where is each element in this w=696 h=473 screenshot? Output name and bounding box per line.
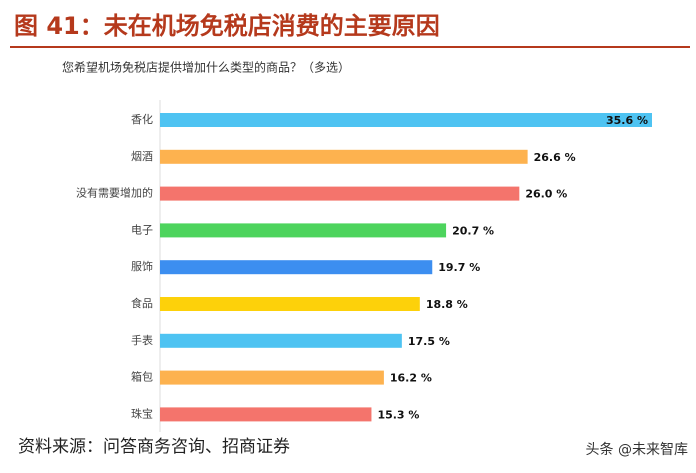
watermark: 头条 @未来智库 (586, 441, 688, 458)
value-label: 35.6 % (606, 114, 648, 127)
category-label: 珠宝 (131, 406, 153, 420)
chart-title: 图 41：未在机场免税店消费的主要原因 (14, 12, 440, 40)
value-label: 26.0 % (525, 188, 567, 201)
value-label: 20.7 % (452, 224, 494, 237)
bar (160, 333, 402, 348)
bar (160, 113, 652, 127)
value-label: 19.7 % (438, 261, 480, 274)
value-label: 16.2 % (390, 372, 432, 385)
bar (160, 186, 520, 201)
bar (160, 149, 528, 164)
value-label: 26.6 % (534, 151, 576, 164)
bar (160, 260, 433, 275)
category-label: 食品 (131, 296, 153, 310)
category-label: 香化 (131, 112, 153, 126)
chart-subtitle: 您希望机场免税店提供增加什么类型的商品？（多选） (62, 60, 350, 75)
category-label: 没有需要增加的 (76, 186, 153, 200)
source: 资料来源：问答商务咨询、招商证券 (18, 437, 290, 457)
category-label: 电子 (131, 223, 153, 236)
category-label: 箱包 (131, 370, 153, 384)
bar (160, 370, 384, 385)
value-label: 15.3 % (377, 408, 419, 421)
category-label: 服饰 (131, 259, 153, 273)
bar (160, 223, 447, 238)
value-label: 17.5 % (408, 335, 450, 348)
bar (160, 407, 372, 422)
category-label: 手表 (131, 333, 153, 347)
value-label: 18.8 % (426, 298, 468, 311)
bar (160, 297, 420, 311)
category-label: 烟酒 (131, 149, 153, 163)
